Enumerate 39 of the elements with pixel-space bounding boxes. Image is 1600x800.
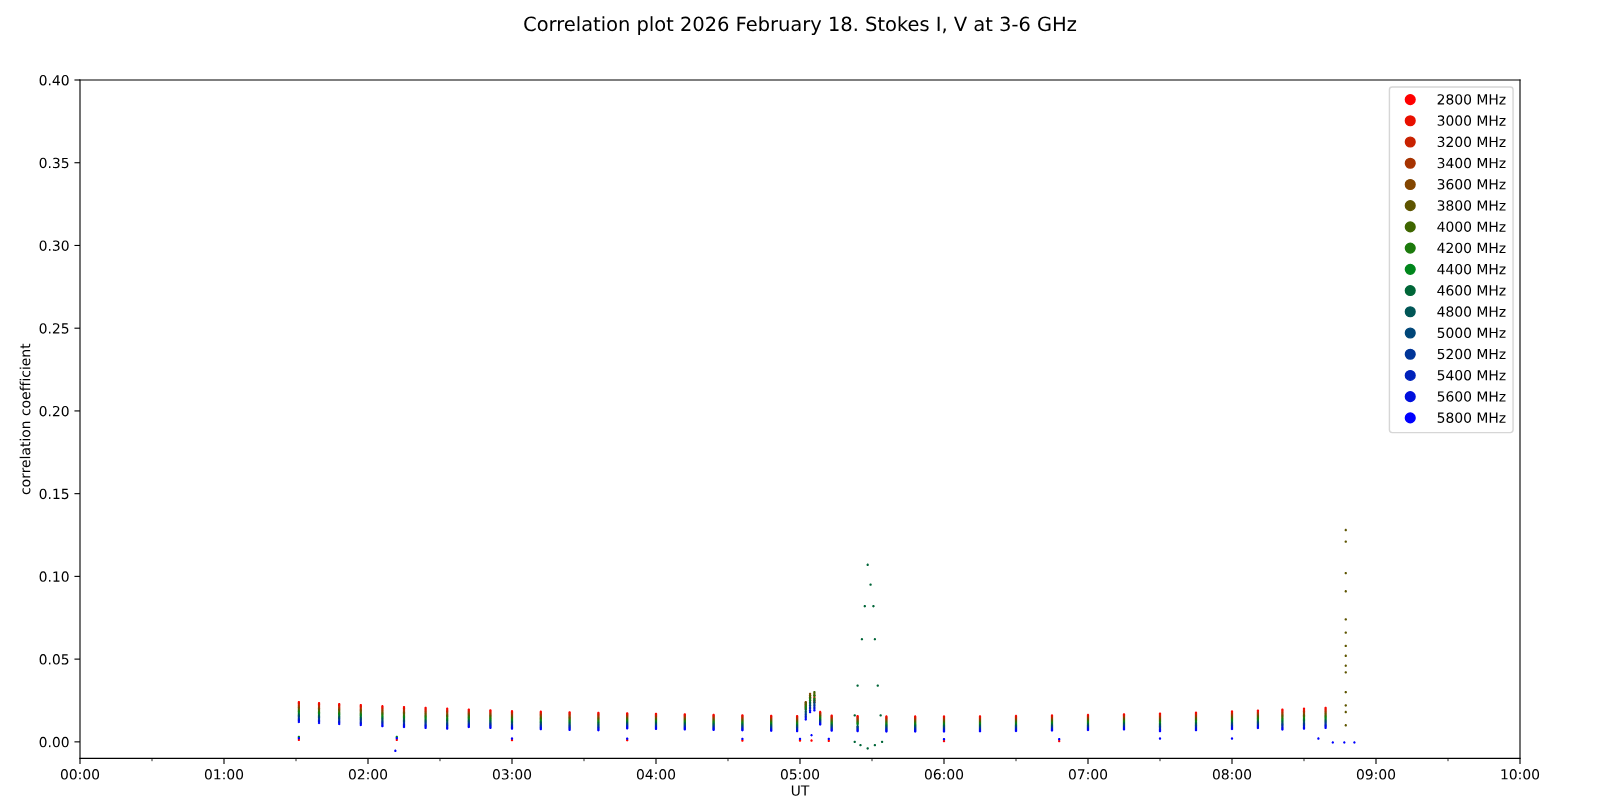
legend-label: 5200 MHz (1437, 348, 1506, 360)
legend-label: 5400 MHz (1437, 369, 1506, 381)
y-tick-label: 0.15 (39, 488, 69, 500)
y-tick-label: 0.05 (39, 654, 69, 665)
y-axis-title: correlation coefficient (19, 343, 31, 495)
x-tick-label: 09:00 (1356, 769, 1396, 780)
y-tick-label: 0.40 (39, 74, 69, 86)
legend-label: 2800 MHz (1437, 94, 1506, 105)
legend-label: 3200 MHz (1437, 136, 1506, 148)
legend-label: 4600 MHz (1437, 285, 1506, 296)
x-tick-label: 01:00 (204, 769, 244, 780)
legend-label: 5800 MHz (1437, 412, 1506, 423)
x-tick-label: 00:00 (60, 769, 100, 780)
legend-label: 3600 MHz (1437, 179, 1506, 190)
x-tick-label: 05:00 (780, 769, 820, 780)
legend-label: 5000 MHz (1437, 327, 1506, 339)
legend-label: 3000 MHz (1437, 115, 1506, 126)
y-tick-label: 0.35 (39, 157, 69, 169)
y-tick-label: 0.10 (39, 571, 69, 582)
x-tick-label: 08:00 (1212, 769, 1252, 780)
x-tick-label: 06:00 (924, 769, 964, 780)
chart-title: Correlation plot 2026 February 18. Stokes I, V at 3-6 GHz (524, 16, 1077, 36)
legend-label: 4200 MHz (1437, 242, 1506, 254)
x-tick-label: 07:00 (1068, 769, 1108, 780)
legend-label: 4000 MHz (1437, 221, 1506, 232)
y-tick-label: 0.20 (39, 405, 69, 417)
y-tick-label: 0.30 (39, 240, 69, 251)
legend-label: 5600 MHz (1437, 391, 1506, 402)
y-tick-label: 0.25 (39, 323, 69, 334)
x-tick-label: 10:00 (1501, 769, 1540, 780)
legend-label: 3800 MHz (1437, 200, 1506, 211)
x-axis-title: UT (791, 785, 810, 796)
x-tick-label: 02:00 (348, 769, 388, 780)
x-tick-label: 04:00 (636, 769, 676, 780)
legend-label: 3400 MHz (1437, 157, 1506, 169)
y-tick-label: 0.00 (39, 736, 69, 748)
x-tick-label: 03:00 (492, 769, 532, 780)
legend-label: 4800 MHz (1437, 306, 1506, 317)
legend-label: 4400 MHz (1437, 263, 1506, 275)
